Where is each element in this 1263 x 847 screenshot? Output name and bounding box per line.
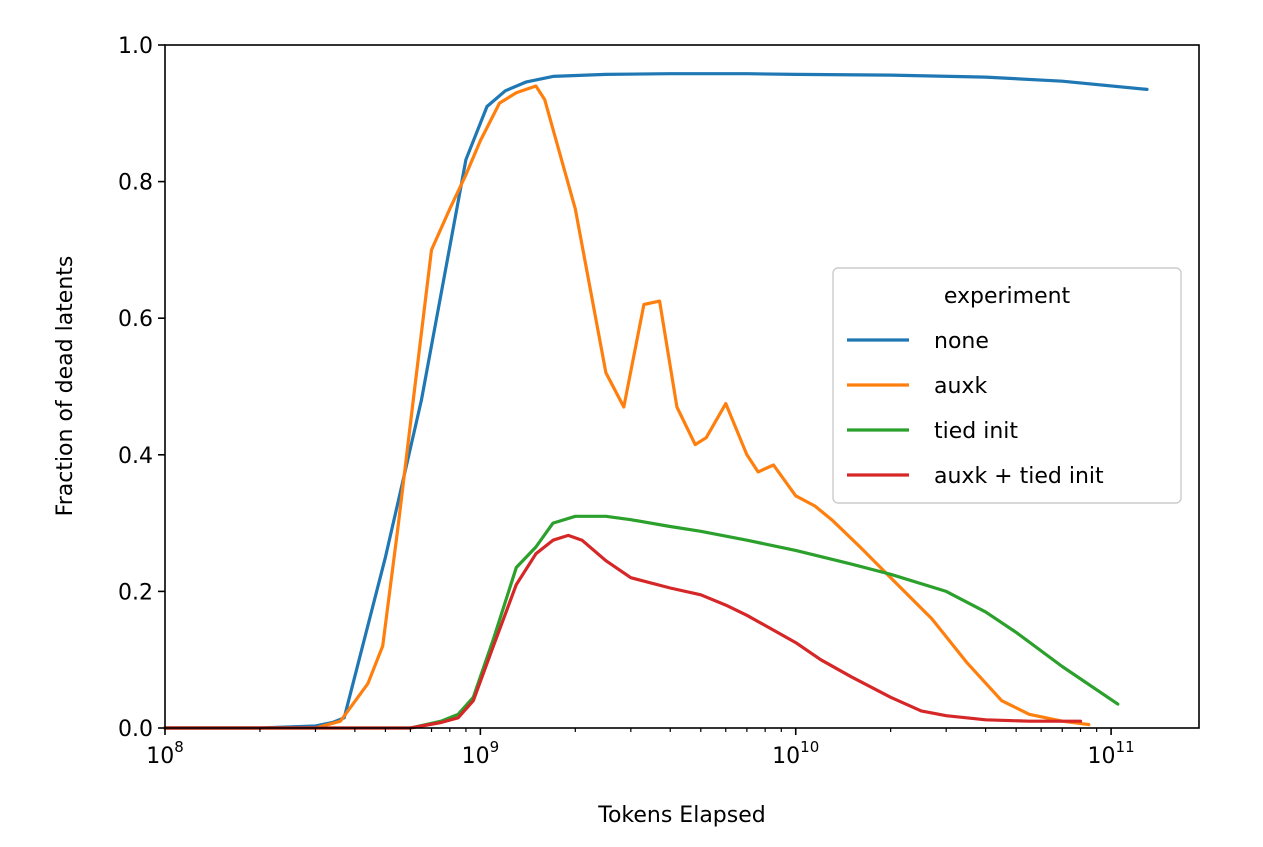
legend-label-auxk: auxk [934, 374, 987, 399]
plot-lines [163, 72, 1149, 730]
legend-label-tied-init: tied init [934, 419, 1018, 444]
legend-title: experiment [944, 284, 1071, 309]
legend: experiment none auxk tied init auxk + tied i… [832, 267, 1182, 504]
series-line-tied-init [163, 514, 1120, 730]
y-tick-label: 0.6 [118, 307, 153, 332]
legend-label-auxk-tied-init: auxk + tied init [934, 464, 1104, 489]
x-tick-label: 109 [462, 738, 500, 769]
series-line-auxk [163, 84, 1091, 730]
plot-frame [164, 44, 1200, 729]
x-axis-ticks: 108 109 1010 1011 [146, 728, 1135, 769]
legend-box [832, 267, 1182, 504]
y-axis-ticks: 0.0 0.2 0.4 0.6 0.8 1.0 [118, 34, 165, 742]
x-axis-label: Tokens Elapsed [597, 803, 765, 828]
y-tick-label: 1.0 [118, 34, 153, 59]
series-line-auxk-tied-init [163, 533, 1083, 730]
y-tick-label: 0.8 [118, 171, 153, 196]
x-tick-label: 1010 [772, 738, 819, 769]
y-tick-label: 0.0 [118, 717, 153, 742]
x-tick-label: 108 [146, 738, 184, 769]
y-axis-label: Fraction of dead latents [53, 256, 78, 517]
legend-label-none: none [934, 329, 989, 354]
y-tick-label: 0.2 [118, 580, 153, 605]
x-tick-label: 1011 [1088, 738, 1135, 769]
y-tick-label: 0.4 [118, 444, 153, 469]
